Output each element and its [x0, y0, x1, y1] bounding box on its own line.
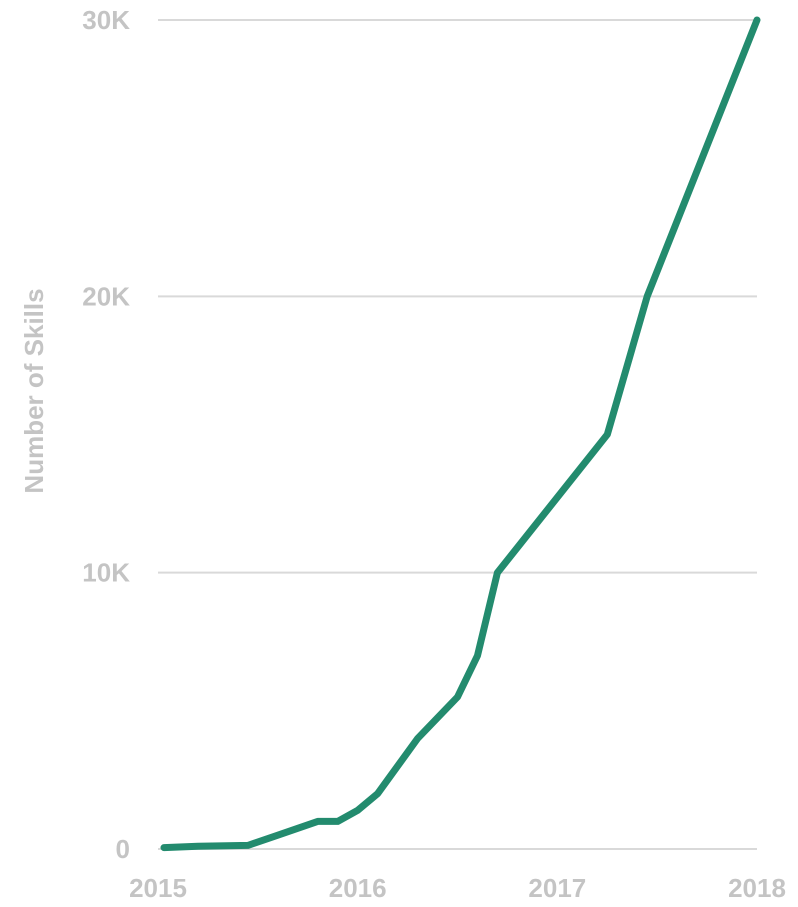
y-tick-label: 0: [116, 834, 130, 864]
y-axis-ticks: 0 10K 20K 30K: [82, 5, 130, 864]
gridlines: [158, 19, 757, 850]
y-tick-label: 30K: [82, 5, 130, 35]
series-group: [160, 16, 761, 852]
y-axis-title: Number of Skills: [19, 288, 49, 493]
series-line-0: [160, 16, 761, 852]
x-tick-label: 2017: [528, 873, 586, 903]
x-axis-ticks: 2015 2016 2017 2018: [129, 873, 786, 903]
y-tick-label: 20K: [82, 281, 130, 311]
x-tick-label: 2018: [728, 873, 786, 903]
y-tick-label: 10K: [82, 558, 130, 588]
x-tick-label: 2015: [129, 873, 187, 903]
x-tick-label: 2016: [329, 873, 387, 903]
